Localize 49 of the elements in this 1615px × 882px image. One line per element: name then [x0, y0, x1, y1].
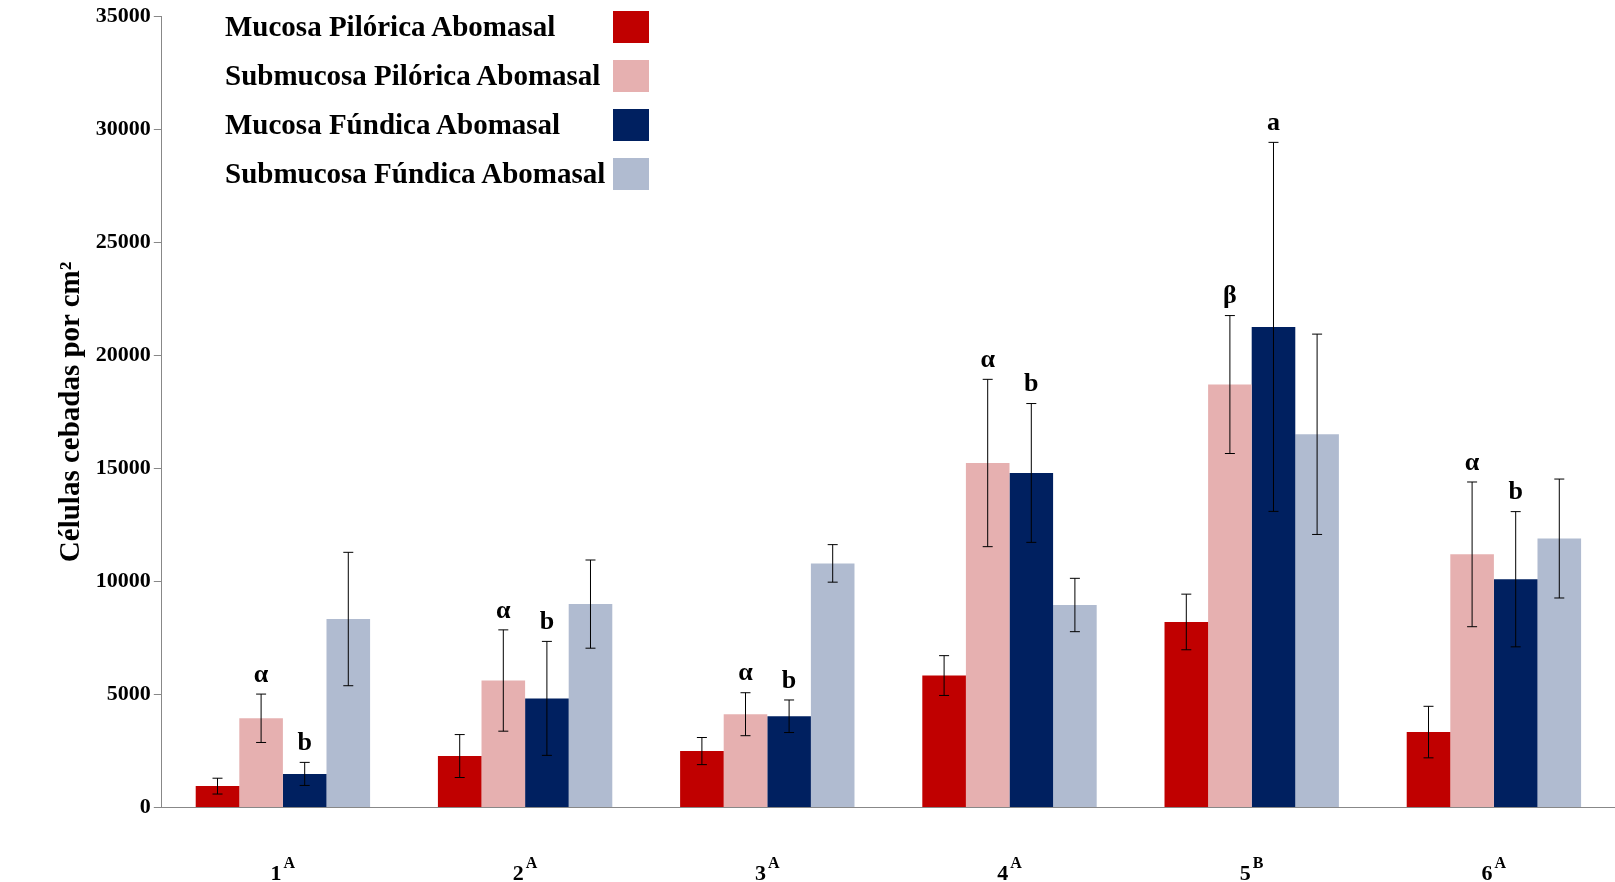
- bar: [723, 714, 768, 808]
- bar: [1251, 326, 1296, 808]
- y-tick-label: 25000: [95, 228, 151, 253]
- annotation: α: [980, 344, 996, 374]
- bar: [965, 463, 1010, 808]
- y-tick-label: 20000: [95, 341, 151, 367]
- bar: [568, 604, 613, 808]
- bar: [810, 563, 855, 808]
- bar: [1208, 384, 1252, 808]
- annotation: β: [1223, 280, 1237, 310]
- bar: [481, 680, 526, 808]
- y-tick-label: 5000: [106, 680, 151, 706]
- bar: [437, 756, 482, 808]
- annotation: b: [1508, 476, 1523, 506]
- bar: [1164, 621, 1209, 808]
- bar: [680, 751, 724, 808]
- bar: [922, 675, 966, 808]
- y-tick-label: 10000: [95, 567, 151, 593]
- legend-label: Submucosa Pilórica Abomasal: [225, 59, 601, 92]
- bar: [282, 773, 327, 808]
- bar: [1406, 732, 1451, 808]
- y-axis-title: Células cebadas por cm²: [52, 261, 85, 563]
- annotation: α: [1464, 446, 1480, 476]
- legend-label: Submucosa Fúndica Abomasal: [225, 157, 606, 190]
- y-tick-label: 0: [139, 793, 151, 819]
- y-tick-label: 35000: [95, 1, 151, 27]
- bar: [239, 718, 283, 808]
- annotation: b: [781, 664, 797, 694]
- bar: [767, 716, 811, 808]
- annotation: b: [539, 606, 555, 636]
- bar: [1009, 472, 1054, 808]
- bar: [525, 698, 569, 808]
- legend-label: Mucosa Pilórica Abomasal: [225, 10, 556, 43]
- annotation: b: [297, 727, 312, 757]
- annotation: α: [738, 657, 754, 687]
- bar: [1493, 579, 1538, 808]
- bar: [1295, 434, 1339, 808]
- y-tick-label: 15000: [95, 454, 151, 480]
- annotation: α: [496, 594, 512, 624]
- annotation: α: [253, 658, 269, 688]
- legend-label: Mucosa Fúndica Abomasal: [225, 108, 561, 141]
- bar: [1053, 605, 1097, 808]
- bar: [1450, 554, 1494, 808]
- bar: [326, 619, 371, 808]
- y-tick-label: 30000: [95, 114, 151, 140]
- bar: [1537, 538, 1582, 808]
- bar: [195, 786, 240, 808]
- annotation: b: [1024, 368, 1039, 398]
- annotation: a: [1267, 107, 1280, 137]
